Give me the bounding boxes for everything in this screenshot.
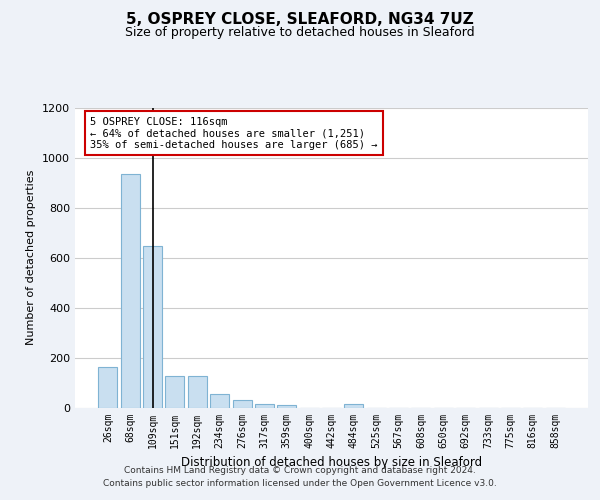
X-axis label: Distribution of detached houses by size in Sleaford: Distribution of detached houses by size … — [181, 456, 482, 469]
Bar — [255, 404, 274, 407]
Text: Size of property relative to detached houses in Sleaford: Size of property relative to detached ho… — [125, 26, 475, 39]
Bar — [166, 376, 184, 408]
Bar — [98, 367, 118, 408]
Bar — [277, 405, 296, 407]
Bar — [143, 246, 162, 408]
Bar — [121, 174, 140, 408]
Bar — [344, 404, 364, 407]
Bar — [233, 400, 251, 407]
Bar — [210, 394, 229, 407]
Text: Contains HM Land Registry data © Crown copyright and database right 2024.: Contains HM Land Registry data © Crown c… — [124, 466, 476, 475]
Bar — [188, 376, 207, 408]
Text: 5 OSPREY CLOSE: 116sqm
← 64% of detached houses are smaller (1,251)
35% of semi-: 5 OSPREY CLOSE: 116sqm ← 64% of detached… — [91, 116, 378, 150]
Text: Contains public sector information licensed under the Open Government Licence v3: Contains public sector information licen… — [103, 479, 497, 488]
Y-axis label: Number of detached properties: Number of detached properties — [26, 170, 37, 345]
Text: 5, OSPREY CLOSE, SLEAFORD, NG34 7UZ: 5, OSPREY CLOSE, SLEAFORD, NG34 7UZ — [126, 12, 474, 28]
